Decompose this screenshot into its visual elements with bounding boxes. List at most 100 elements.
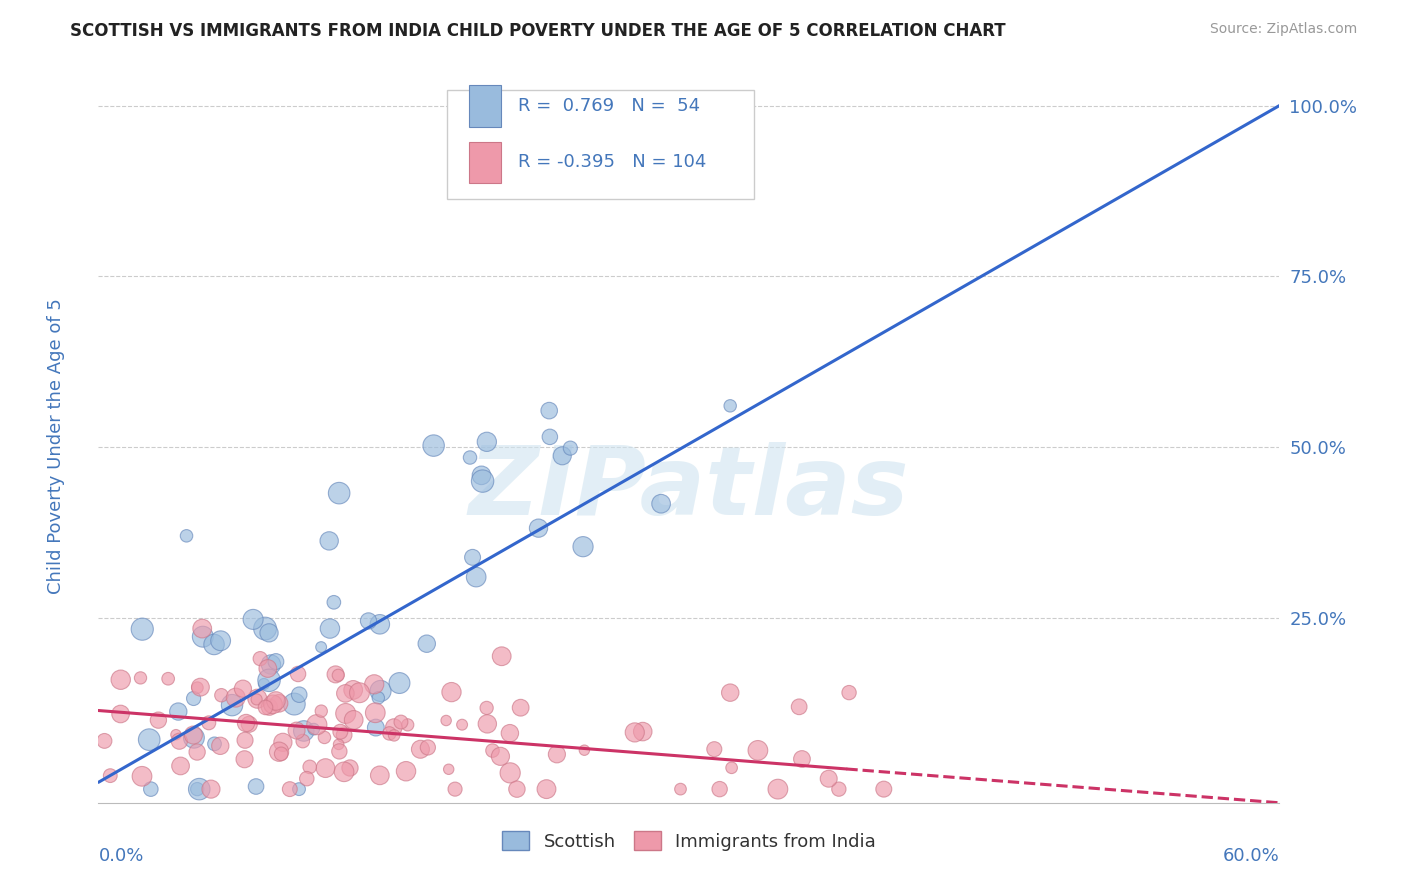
- Point: [325, 667, 347, 681]
- Point: [328, 737, 350, 751]
- Point: [527, 521, 550, 535]
- Point: [368, 768, 391, 782]
- Point: [204, 737, 226, 751]
- Point: [315, 761, 337, 775]
- Point: [245, 780, 267, 794]
- Point: [422, 439, 444, 453]
- Point: [197, 715, 219, 730]
- Point: [451, 717, 474, 731]
- Point: [257, 625, 280, 640]
- Point: [766, 782, 789, 797]
- Point: [335, 706, 357, 721]
- Point: [382, 728, 405, 742]
- Point: [260, 657, 283, 672]
- Point: [233, 733, 256, 747]
- Point: [491, 649, 513, 664]
- Point: [209, 739, 232, 753]
- Point: [475, 434, 498, 449]
- Point: [238, 717, 260, 731]
- Point: [200, 782, 222, 797]
- Point: [314, 731, 336, 745]
- Point: [329, 724, 352, 739]
- Point: [186, 745, 208, 759]
- Point: [110, 706, 132, 721]
- Point: [246, 691, 269, 706]
- Point: [631, 724, 654, 739]
- Point: [278, 782, 301, 797]
- Point: [209, 633, 232, 648]
- Point: [364, 706, 387, 720]
- Point: [572, 540, 595, 554]
- Point: [357, 614, 380, 628]
- Point: [183, 731, 205, 745]
- Point: [183, 728, 205, 742]
- Point: [538, 403, 561, 417]
- Point: [191, 630, 214, 644]
- Point: [264, 694, 287, 708]
- Point: [190, 680, 212, 694]
- Text: R = -0.395   N = 104: R = -0.395 N = 104: [517, 153, 706, 171]
- Point: [328, 744, 350, 758]
- Text: Source: ZipAtlas.com: Source: ZipAtlas.com: [1209, 22, 1357, 37]
- Point: [246, 692, 269, 706]
- Point: [262, 698, 284, 712]
- Point: [328, 486, 350, 500]
- Point: [437, 762, 460, 776]
- Point: [131, 769, 153, 783]
- Point: [817, 772, 839, 786]
- Point: [506, 782, 529, 797]
- Point: [747, 743, 769, 757]
- Text: 0.0%: 0.0%: [98, 847, 143, 864]
- Text: ZIPatlas: ZIPatlas: [468, 442, 910, 535]
- Point: [139, 782, 162, 797]
- Point: [254, 700, 277, 714]
- Point: [409, 742, 432, 756]
- Point: [110, 673, 132, 687]
- Point: [291, 734, 314, 748]
- Point: [343, 713, 366, 727]
- Point: [167, 705, 190, 719]
- Point: [259, 700, 281, 714]
- Point: [370, 684, 392, 698]
- Point: [489, 749, 512, 764]
- Point: [270, 747, 292, 761]
- Point: [157, 672, 180, 686]
- Point: [183, 691, 205, 706]
- Point: [538, 430, 561, 444]
- Point: [221, 698, 243, 712]
- Point: [650, 497, 672, 511]
- Legend: Scottish, Immigrants from India: Scottish, Immigrants from India: [494, 822, 884, 860]
- Point: [363, 677, 385, 691]
- Point: [440, 685, 463, 699]
- Point: [333, 728, 356, 742]
- Point: [264, 655, 287, 669]
- Point: [536, 782, 558, 797]
- Point: [267, 696, 290, 710]
- Point: [186, 782, 208, 797]
- Point: [368, 617, 391, 632]
- Point: [416, 740, 439, 755]
- Point: [254, 622, 277, 636]
- Point: [165, 728, 187, 742]
- Point: [302, 722, 325, 736]
- Point: [169, 759, 191, 773]
- Point: [838, 685, 860, 699]
- Point: [186, 681, 208, 695]
- FancyBboxPatch shape: [470, 142, 501, 183]
- Point: [271, 735, 294, 749]
- Point: [509, 700, 531, 714]
- Point: [669, 782, 692, 797]
- Point: [364, 721, 387, 735]
- Point: [328, 668, 350, 682]
- Point: [129, 671, 152, 685]
- Point: [574, 743, 596, 757]
- Point: [256, 661, 278, 675]
- Point: [318, 533, 340, 548]
- Point: [873, 782, 896, 797]
- Point: [176, 529, 198, 543]
- Point: [461, 550, 484, 565]
- Point: [471, 474, 494, 488]
- Point: [551, 449, 574, 463]
- Point: [499, 765, 522, 780]
- FancyBboxPatch shape: [447, 90, 754, 200]
